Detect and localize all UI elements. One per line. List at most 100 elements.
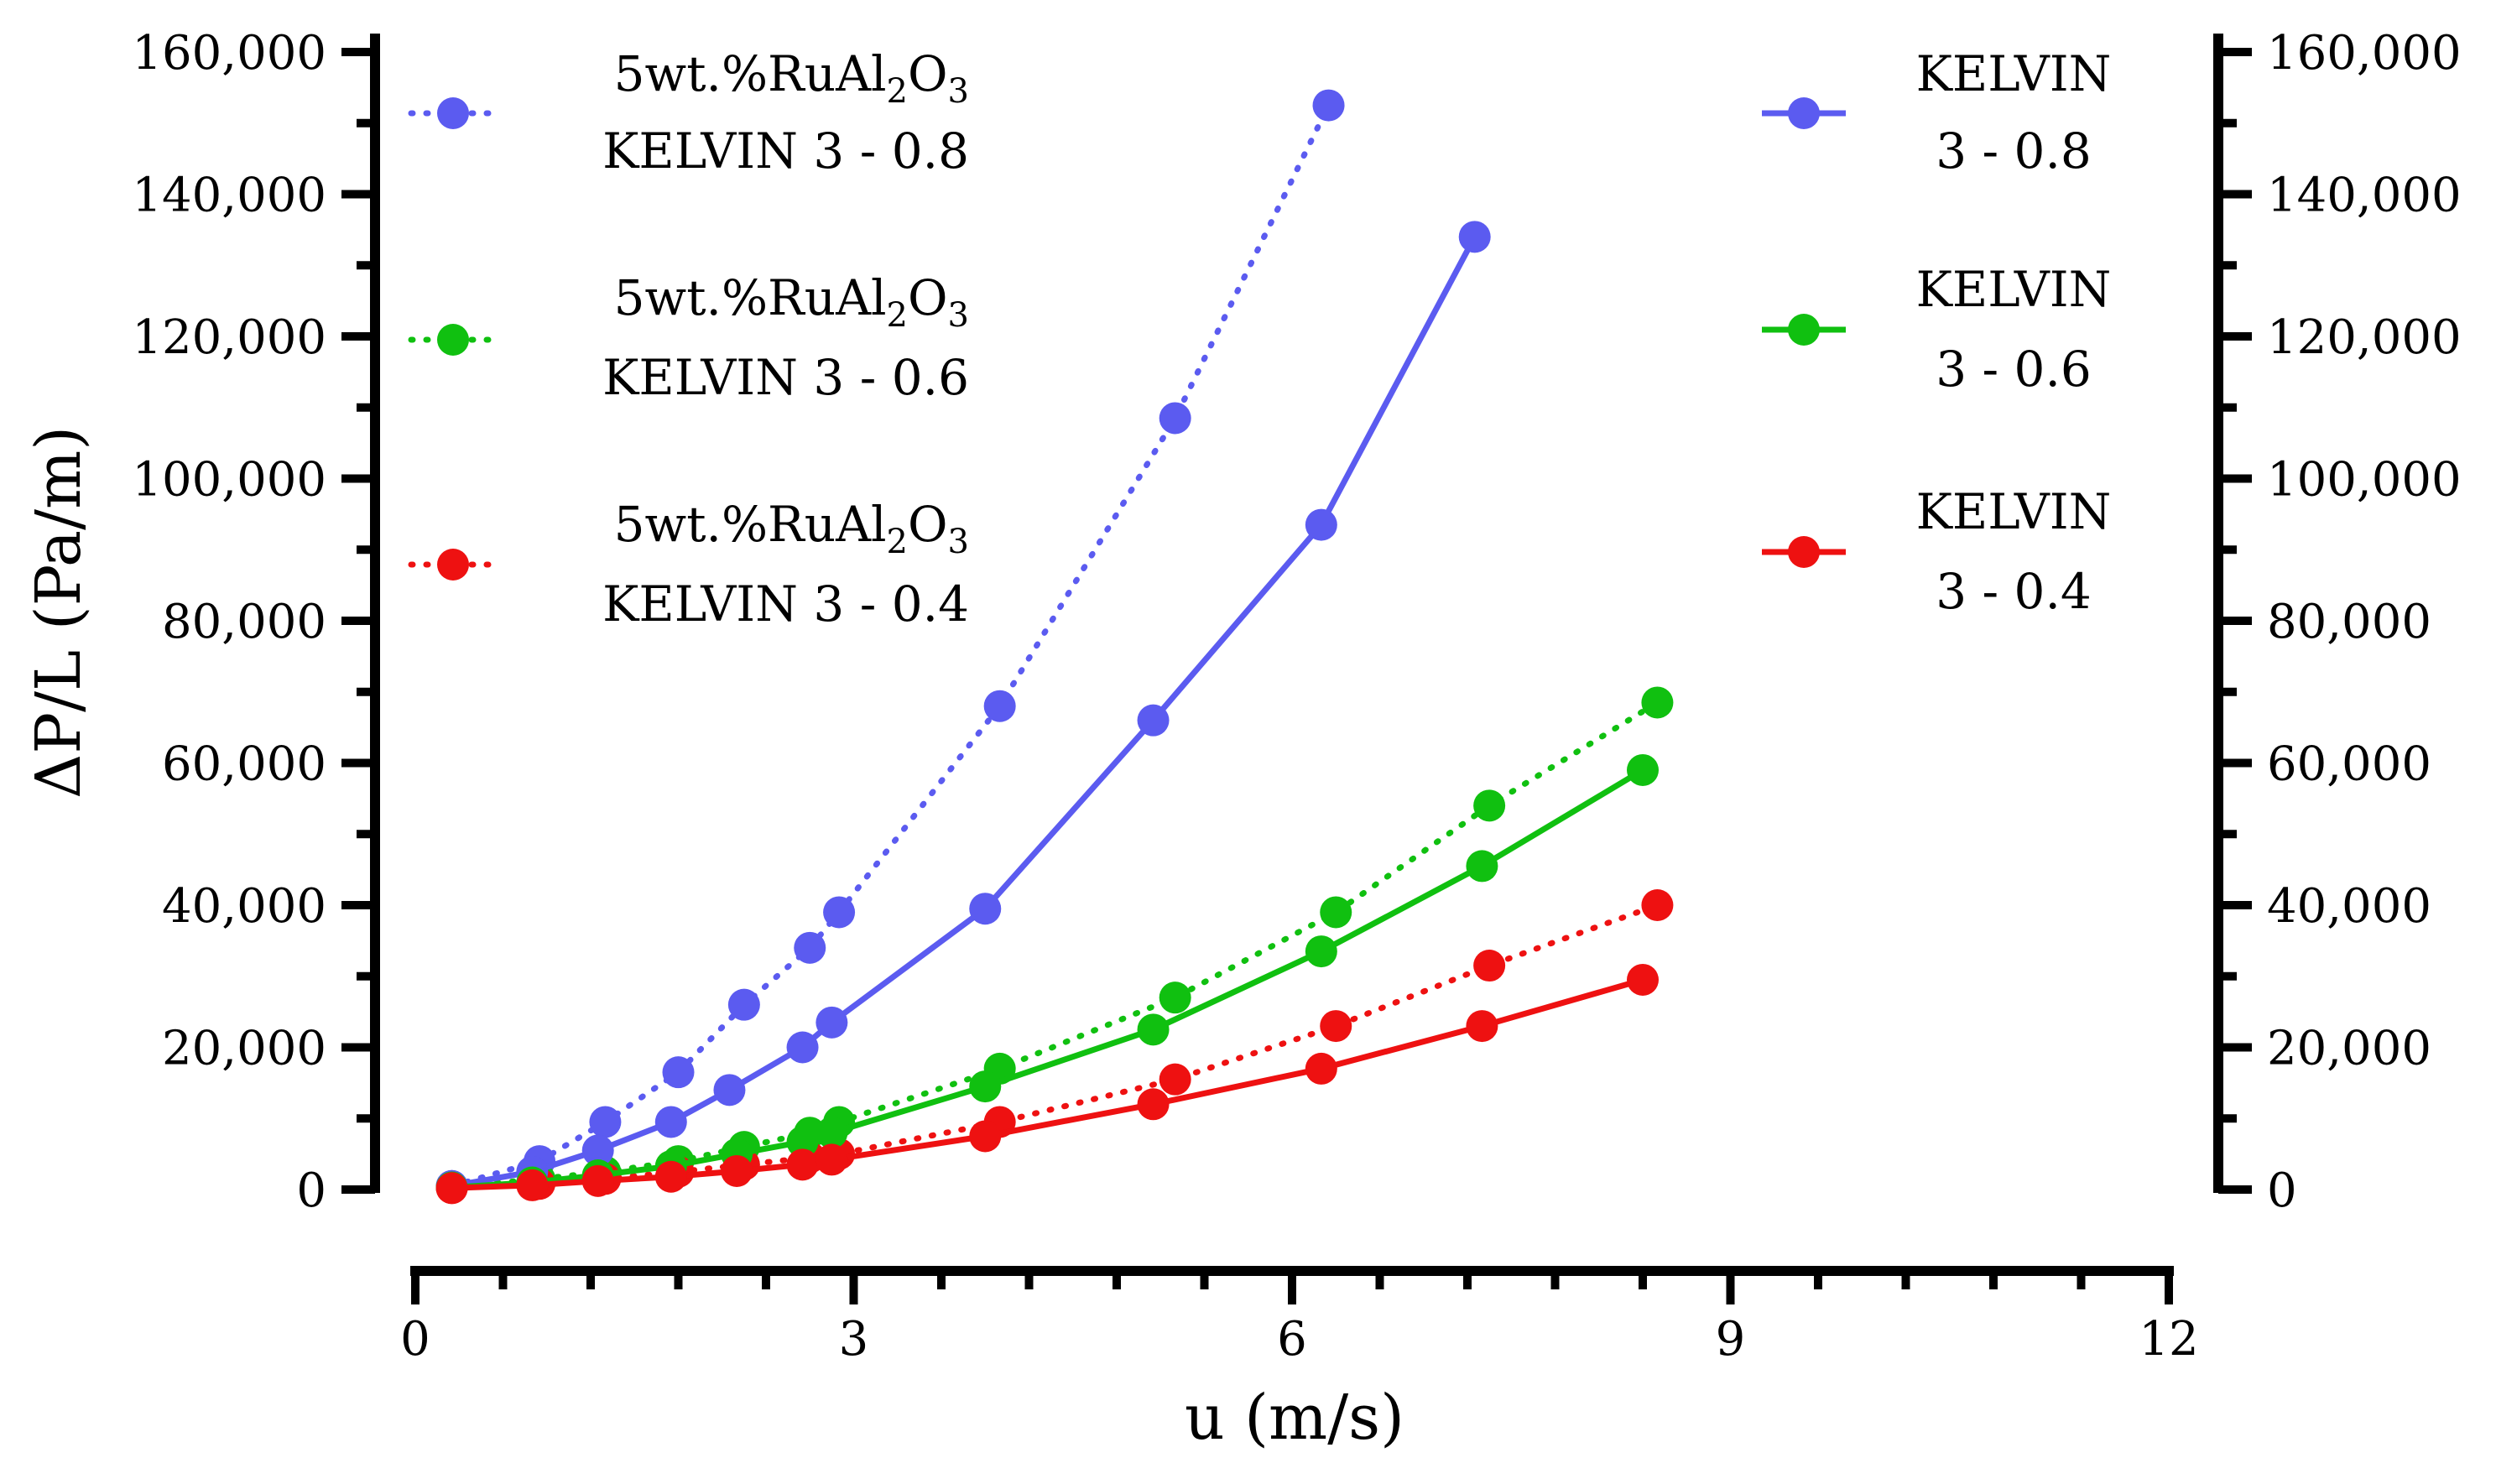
y-tick-label-left: 120,000 — [132, 310, 326, 365]
data-point — [1473, 789, 1506, 822]
data-point — [516, 1169, 549, 1201]
data-point — [1466, 1010, 1498, 1043]
data-point — [713, 1074, 746, 1106]
series-dotted-0 — [435, 89, 1345, 1202]
legend-entry-solid-4: KELVIN 3 - 0.6 — [1762, 261, 2111, 398]
data-point — [1137, 704, 1170, 737]
legend-text-part: 5wt.%RuAl — [614, 45, 887, 102]
y-tick-label-right: 140,000 — [2267, 169, 2462, 223]
data-point — [983, 690, 1016, 722]
axes: 0 0 20,000 20,000 40,000 40,000 60,000 60,000 80… — [132, 26, 2461, 1367]
series-line — [449, 102, 1331, 1190]
data-point — [1159, 982, 1191, 1014]
legend-entry-solid-5: KELVIN 3 - 0.4 — [1762, 483, 2111, 620]
legend-marker — [437, 324, 469, 356]
data-point — [727, 988, 760, 1021]
series-solid-4 — [435, 753, 1659, 1204]
data-point — [1320, 1010, 1352, 1043]
data-point — [1641, 889, 1674, 921]
legend-subscript: 3 — [948, 296, 969, 335]
legend-label-line1: 5wt.%RuAl2O3 — [614, 496, 969, 561]
legend-text-part: O — [908, 269, 948, 326]
series-layer — [435, 89, 1674, 1205]
x-tick-label: 9 — [1716, 1312, 1746, 1367]
legend-label-line2: KELVIN 3 - 0.8 — [602, 122, 969, 180]
data-point — [815, 1143, 848, 1176]
data-point — [786, 1148, 819, 1181]
data-point — [1312, 89, 1345, 122]
data-point — [1627, 753, 1659, 786]
data-point — [581, 1134, 614, 1167]
series-line — [449, 700, 1660, 1190]
data-point — [1137, 1088, 1170, 1121]
y-tick-label-left: 80,000 — [162, 595, 326, 649]
legend-subscript: 2 — [887, 523, 908, 561]
data-point — [815, 1117, 848, 1149]
y-tick-label-right: 60,000 — [2267, 737, 2431, 792]
legend-label-line2: 3 - 0.4 — [1936, 563, 2092, 620]
data-point — [654, 1160, 687, 1193]
data-point — [1458, 221, 1491, 253]
x-axis-title: u (m/s) — [1185, 1382, 1404, 1454]
legend-text-part: 5wt.%RuAl — [614, 496, 887, 553]
legend-text-part: O — [908, 496, 948, 553]
legend-label-line1: 5wt.%RuAl2O3 — [614, 269, 969, 335]
legend-marker — [437, 549, 469, 581]
y-axis-title: ΔP/L (Pa/m) — [23, 426, 95, 799]
legend-text-part: O — [908, 45, 948, 102]
y-tick-label-left: 40,000 — [162, 879, 326, 934]
data-point — [969, 893, 1002, 925]
data-point — [662, 1056, 695, 1089]
y-tick-label-right: 100,000 — [2267, 453, 2462, 508]
legend-label-line2: KELVIN 3 - 0.4 — [602, 575, 969, 633]
legend-label-line1: KELVIN — [1916, 261, 2112, 318]
legend-marker — [1788, 97, 1820, 129]
y-tick-label-left: 160,000 — [132, 26, 326, 81]
x-tick-label: 12 — [2139, 1312, 2198, 1367]
data-point — [654, 1106, 687, 1138]
legend-entry-dotted-0: 5wt.%RuAl2O3 KELVIN 3 - 0.8 — [408, 45, 969, 180]
data-point — [581, 1164, 614, 1197]
data-point — [1305, 935, 1337, 968]
data-point — [786, 1126, 819, 1159]
y-tick-label-left: 0 — [296, 1164, 326, 1218]
series-solid-5 — [435, 963, 1659, 1205]
legend-label-line2: 3 - 0.6 — [1936, 341, 2092, 398]
legend-entry-dotted-1: 5wt.%RuAl2O3 KELVIN 3 - 0.6 — [408, 269, 969, 406]
data-point — [969, 1070, 1002, 1103]
legend-marker — [1788, 314, 1820, 346]
y-tick-label-left: 140,000 — [132, 169, 326, 223]
legend-subscript: 2 — [887, 72, 908, 111]
data-point — [823, 896, 856, 929]
data-point — [1641, 686, 1674, 719]
y-tick-label-right: 0 — [2267, 1164, 2297, 1218]
legend-subscript: 2 — [887, 296, 908, 335]
data-point — [1159, 1063, 1191, 1096]
y-tick-label-right: 40,000 — [2267, 879, 2431, 934]
legend-text-part: 5wt.%RuAl — [614, 269, 887, 326]
data-point — [435, 1172, 468, 1205]
y-tick-label-left: 20,000 — [162, 1022, 326, 1076]
legend-label-line2: 3 - 0.8 — [1936, 122, 2092, 180]
data-point — [1466, 850, 1498, 883]
data-point — [1305, 508, 1337, 541]
data-point — [815, 1006, 848, 1039]
x-tick-label: 3 — [839, 1312, 869, 1367]
data-point — [589, 1106, 622, 1138]
x-tick-label: 6 — [1277, 1312, 1307, 1367]
legend-entry-dotted-2: 5wt.%RuAl2O3 KELVIN 3 - 0.4 — [408, 496, 969, 633]
data-point — [1473, 950, 1506, 982]
y-tick-label-right: 20,000 — [2267, 1022, 2431, 1076]
data-point — [1320, 896, 1352, 929]
legend-label-line1: KELVIN — [1916, 45, 2112, 102]
y-tick-label-left: 100,000 — [132, 453, 326, 508]
y-tick-label-right: 80,000 — [2267, 595, 2431, 649]
data-point — [794, 931, 826, 964]
y-tick-label-right: 160,000 — [2267, 26, 2462, 81]
data-point — [721, 1154, 753, 1187]
legend-marker — [1788, 536, 1820, 568]
legend-marker — [437, 97, 469, 129]
series-line — [451, 976, 1644, 1191]
